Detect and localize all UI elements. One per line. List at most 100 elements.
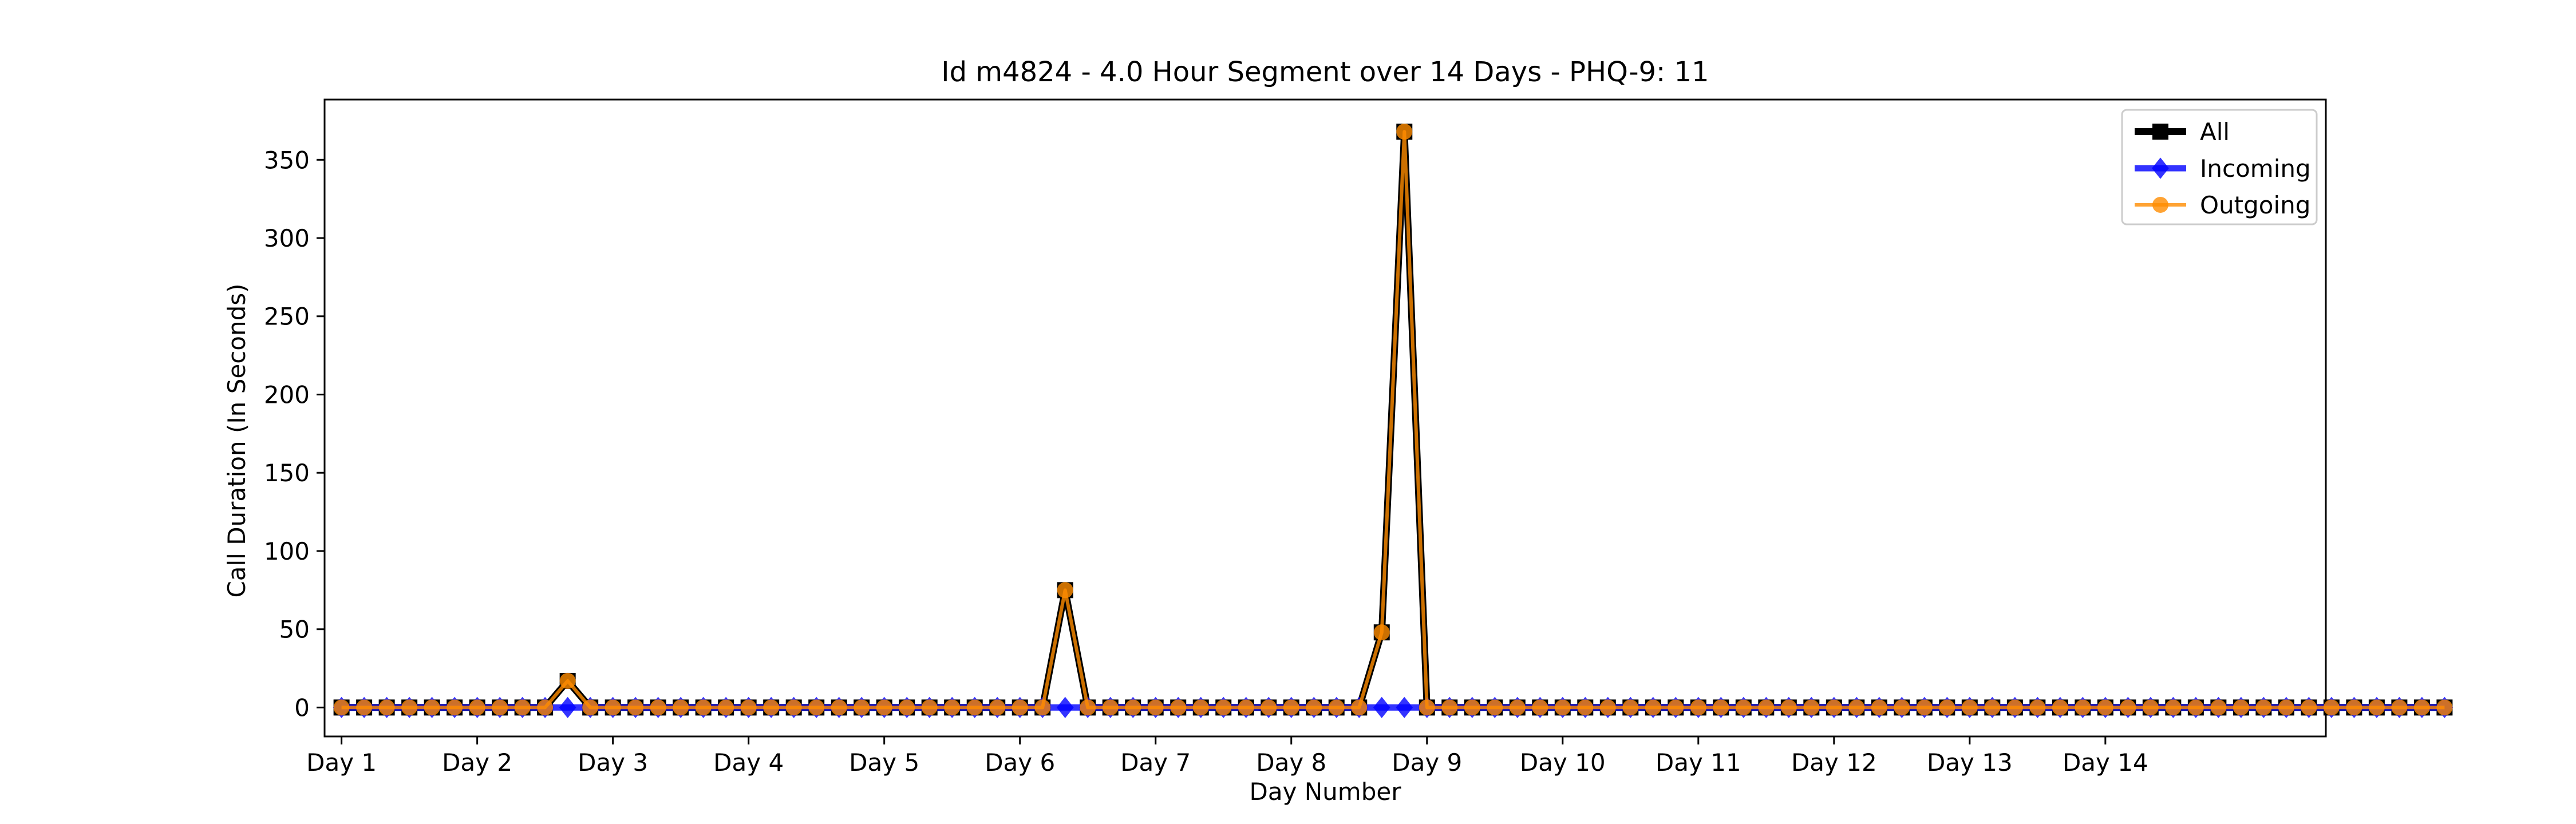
data-point-outgoing — [673, 699, 689, 716]
data-point-outgoing — [514, 699, 531, 716]
plot-frame — [323, 98, 2327, 738]
data-point-outgoing — [1080, 699, 1096, 716]
data-point-outgoing — [356, 699, 373, 716]
legend-label: Outgoing — [2200, 191, 2310, 219]
data-point-outgoing — [1645, 699, 1661, 716]
data-point-outgoing — [1170, 699, 1187, 716]
data-point-outgoing — [333, 699, 350, 716]
data-point-outgoing — [2255, 699, 2272, 716]
y-tick-label: 0 — [294, 694, 310, 722]
x-tick-label: Day 4 — [713, 748, 784, 777]
data-point-outgoing — [1373, 624, 1390, 641]
data-point-outgoing — [1102, 699, 1119, 716]
data-point-outgoing — [1622, 699, 1639, 716]
legend-item: Incoming — [2135, 154, 2311, 183]
series-layer — [333, 124, 2453, 719]
data-point-outgoing — [1261, 699, 1277, 716]
data-point-outgoing — [2075, 699, 2091, 716]
data-point-outgoing — [1396, 124, 1413, 140]
series-outgoing — [333, 124, 2453, 716]
data-point-outgoing — [808, 699, 825, 716]
data-point-outgoing — [2233, 699, 2249, 716]
data-point-outgoing — [1215, 699, 1232, 716]
data-point-outgoing — [2120, 699, 2136, 716]
legend-box — [2121, 109, 2318, 225]
data-point-outgoing — [2301, 699, 2317, 716]
data-point-outgoing — [1599, 699, 1616, 716]
data-point-outgoing — [1012, 699, 1028, 716]
data-point-outgoing — [469, 699, 485, 716]
data-point-outgoing — [1147, 699, 1164, 716]
x-tick-label: Day 11 — [1656, 748, 1741, 777]
data-point-outgoing — [1577, 699, 1594, 716]
x-tick-label: Day 3 — [578, 748, 648, 777]
data-point-outgoing — [627, 699, 644, 716]
data-point-outgoing — [2413, 699, 2430, 716]
data-point-outgoing — [966, 699, 983, 716]
y-tick-label: 250 — [264, 303, 310, 331]
x-tick-label: Day 10 — [1520, 748, 1606, 777]
data-point-outgoing — [1283, 699, 1299, 716]
data-point-outgoing — [2368, 699, 2385, 716]
y-tick-label: 300 — [264, 224, 310, 252]
x-tick-label: Day 8 — [1256, 748, 1326, 777]
y-axis: 0 50 100 150 200 250 300 350 — [264, 146, 325, 722]
data-point-outgoing — [2165, 699, 2182, 716]
y-tick-label: 200 — [264, 381, 310, 409]
series-line-outgoing — [341, 130, 2445, 710]
data-point-incoming — [1056, 696, 1074, 719]
x-tick-label: Day 6 — [985, 748, 1055, 777]
data-point-outgoing — [1826, 699, 1842, 716]
data-point-outgoing — [1848, 699, 1865, 716]
chart-title: Id m4824 - 4.0 Hour Segment over 14 Days… — [941, 56, 1709, 88]
data-point-outgoing — [447, 699, 463, 716]
x-tick-label: Day 14 — [2063, 748, 2148, 777]
data-point-outgoing — [1713, 699, 1729, 716]
legend-label: All — [2200, 118, 2230, 146]
data-point-outgoing — [1441, 699, 1458, 716]
legend-marker — [2152, 124, 2168, 140]
legend-label: Incoming — [2200, 154, 2311, 183]
data-point-outgoing — [831, 699, 847, 716]
data-point-outgoing — [2029, 699, 2046, 716]
legend-item: All — [2135, 118, 2230, 146]
data-point-outgoing — [1509, 699, 1526, 716]
data-point-outgoing — [1125, 699, 1141, 716]
data-point-outgoing — [1057, 582, 1073, 599]
data-point-outgoing — [695, 699, 712, 716]
data-point-outgoing — [1668, 699, 1684, 716]
y-tick-label: 50 — [279, 616, 310, 644]
data-point-outgoing — [1803, 699, 1820, 716]
data-point-outgoing — [2097, 699, 2113, 716]
data-point-outgoing — [899, 699, 915, 716]
data-point-outgoing — [2210, 699, 2227, 716]
data-point-outgoing — [740, 699, 757, 716]
legend-marker — [2152, 197, 2168, 213]
data-point-outgoing — [1554, 699, 1571, 716]
data-point-outgoing — [1464, 699, 1480, 716]
data-point-outgoing — [2323, 699, 2340, 716]
data-point-outgoing — [1034, 699, 1051, 716]
data-point-outgoing — [1735, 699, 1752, 716]
x-axis-label: Day Number — [1249, 778, 1401, 806]
x-tick-label: Day 9 — [1392, 748, 1462, 777]
data-point-outgoing — [854, 699, 870, 716]
data-point-outgoing — [763, 699, 780, 716]
data-point-outgoing — [1916, 699, 1933, 716]
legend: All Incoming Outgoing — [2121, 109, 2318, 225]
data-point-outgoing — [1961, 699, 1978, 716]
data-point-outgoing — [1780, 699, 1797, 716]
data-point-outgoing — [989, 699, 1006, 716]
data-point-outgoing — [1984, 699, 2001, 716]
y-tick-label: 100 — [264, 537, 310, 565]
data-point-outgoing — [2346, 699, 2362, 716]
data-point-outgoing — [537, 699, 554, 716]
data-point-outgoing — [1690, 699, 1706, 716]
data-point-outgoing — [401, 699, 418, 716]
data-point-outgoing — [1487, 699, 1503, 716]
data-point-outgoing — [876, 699, 892, 716]
data-point-outgoing — [2436, 699, 2453, 716]
data-point-incoming — [1373, 696, 1390, 719]
data-point-outgoing — [2278, 699, 2294, 716]
